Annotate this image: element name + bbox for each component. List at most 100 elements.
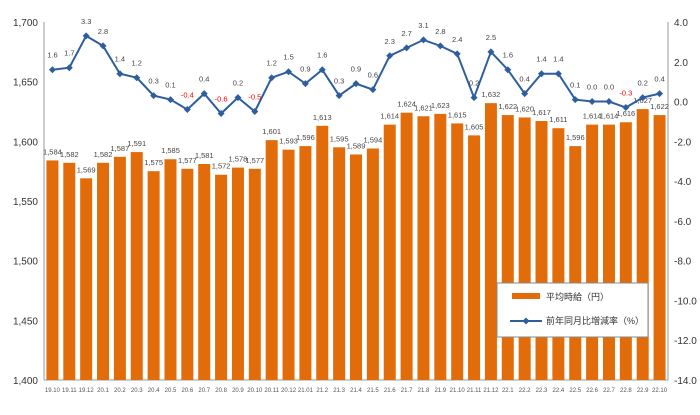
x-tick-label: 21.2	[316, 388, 328, 394]
bar	[484, 103, 497, 380]
bar	[198, 164, 211, 380]
line-marker	[487, 48, 495, 56]
x-tick-label: 21.8	[418, 388, 430, 394]
line-marker	[470, 94, 478, 102]
x-tick-label: 21.6	[384, 388, 396, 394]
line-data-label: 2.8	[98, 27, 108, 36]
line-marker	[150, 92, 158, 100]
bar-data-label: 1,620	[515, 104, 534, 113]
line-marker	[538, 70, 546, 78]
bar	[215, 174, 228, 380]
bar	[417, 116, 430, 381]
line-marker	[234, 94, 242, 102]
bar	[350, 154, 362, 380]
bar-data-label: 1,593	[279, 137, 298, 146]
bar	[231, 167, 244, 380]
x-tick-label: 22.10	[652, 388, 668, 394]
line-data-label: 0.3	[148, 77, 158, 86]
line-data-label: 0.0	[587, 83, 597, 92]
x-tick-label: 20.9	[232, 388, 244, 394]
bar-data-label: 1,577	[245, 156, 264, 165]
right-tick-label: -4.0	[674, 177, 692, 188]
line-data-label: 1.6	[317, 51, 327, 60]
line-marker	[99, 42, 107, 50]
line-marker	[656, 90, 664, 98]
bar	[434, 113, 447, 381]
x-tick-label: 20.2	[114, 388, 126, 394]
bar-data-label: 1,615	[448, 110, 467, 119]
line-data-label: 0.3	[334, 77, 344, 86]
bar-data-label: 1,632	[482, 90, 501, 99]
x-tick-label: 21.5	[367, 388, 379, 394]
x-tick-label: 20.5	[165, 388, 177, 394]
bar-data-label: 1,614	[600, 112, 619, 121]
bar-data-label: 1,621	[414, 103, 433, 112]
line-marker	[285, 68, 293, 76]
bar-data-label: 1,584	[43, 147, 62, 156]
line-marker	[48, 66, 56, 74]
x-tick-label: 20.11	[264, 388, 279, 394]
bar	[602, 124, 615, 380]
line-marker	[183, 106, 191, 114]
line-marker	[571, 96, 579, 104]
left-tick-label: 1,500	[13, 257, 38, 268]
bar	[299, 146, 312, 380]
line-data-label: 2.5	[486, 33, 496, 42]
x-tick-label: 21.01	[298, 388, 314, 394]
bar-data-label: 1,623	[431, 101, 450, 110]
bar	[586, 124, 599, 380]
x-tick-label: 22.1	[502, 388, 514, 394]
line-marker	[403, 44, 411, 52]
bar	[366, 148, 379, 380]
bar	[552, 128, 565, 380]
bar-data-label: 1,601	[262, 127, 281, 136]
line-marker	[318, 66, 326, 74]
line-data-label: -0.5	[248, 93, 261, 102]
bar	[265, 140, 278, 380]
line-data-label: 3.1	[418, 21, 428, 30]
bar	[316, 125, 329, 380]
right-tick-label: 4.0	[674, 18, 688, 29]
line-marker	[639, 94, 647, 102]
bar-data-label: 1,569	[77, 165, 96, 174]
bar-data-label: 1,591	[127, 139, 146, 148]
line-marker	[504, 66, 512, 74]
bar	[46, 160, 59, 380]
bar	[248, 168, 261, 380]
line-marker	[217, 109, 225, 117]
bar	[619, 122, 632, 381]
bar-data-label: 1,613	[313, 113, 332, 122]
left-tick-label: 1,600	[13, 137, 38, 148]
line-data-label: 0.9	[351, 65, 361, 74]
bar	[636, 109, 649, 380]
bar	[501, 115, 514, 380]
left-tick-label: 1,400	[13, 376, 38, 387]
line-data-label: 0.2	[469, 79, 479, 88]
x-tick-label: 22.5	[569, 388, 581, 394]
bar-data-label: 1,614	[380, 112, 399, 121]
line-marker	[82, 32, 90, 40]
line-data-label: 1.4	[536, 55, 546, 64]
right-tick-label: 2.0	[674, 58, 688, 69]
x-tick-label: 22.9	[637, 388, 649, 394]
bar	[333, 147, 346, 380]
x-tick-label: 22.4	[553, 388, 565, 394]
bar	[113, 156, 126, 380]
line-data-label: 0.4	[519, 75, 529, 84]
line-marker	[200, 90, 208, 98]
line-data-label: 0.4	[654, 75, 664, 84]
bar	[535, 121, 548, 381]
bar	[181, 168, 194, 380]
bar	[63, 162, 76, 380]
x-tick-label: 22.7	[603, 388, 615, 394]
line-data-label: 1.4	[553, 55, 563, 64]
line-series	[52, 34, 660, 115]
line-data-label: 0.2	[233, 79, 243, 88]
line-marker	[521, 90, 529, 98]
bar-data-label: 1,582	[94, 150, 113, 159]
legend-line-marker	[522, 317, 530, 325]
x-tick-label: 21.7	[401, 388, 413, 394]
line-data-label: 0.1	[165, 81, 175, 90]
